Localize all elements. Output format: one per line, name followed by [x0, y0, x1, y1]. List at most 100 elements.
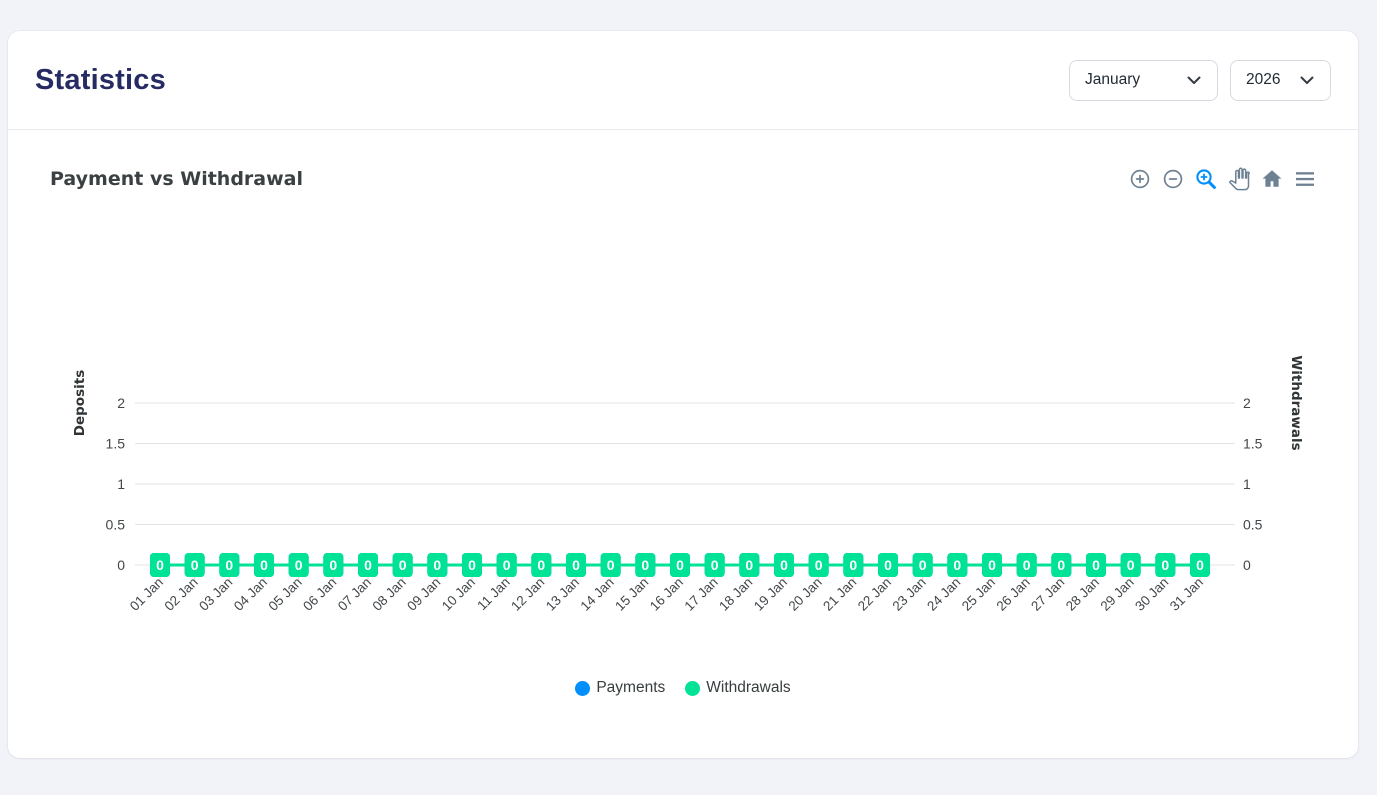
month-select[interactable]: January [1069, 59, 1218, 101]
data-label-value: 0 [745, 557, 753, 573]
xaxis-label: 21 Jan [820, 575, 859, 614]
home-icon[interactable] [1259, 166, 1285, 192]
xaxis-label: 10 Jan [439, 575, 478, 614]
xaxis-label: 08 Jan [370, 575, 409, 614]
data-label-badge [808, 553, 829, 577]
data-label-value: 0 [295, 557, 303, 573]
gridlines [135, 402, 1235, 566]
data-label-badge [878, 553, 898, 577]
data-label-value: 0 [433, 557, 441, 573]
data-label-value: 0 [1023, 557, 1031, 573]
data-label-value: 0 [1161, 557, 1169, 573]
xaxis-label: 20 Jan [786, 575, 825, 614]
data-label-badge [1120, 553, 1141, 577]
legend-label: Payments [596, 679, 666, 696]
xaxis-label: 18 Jan [716, 575, 755, 614]
series-withdrawals: 0 0 0 0 0 0 0 0 0 0 0 0 0 0 0 0 0 0 0 0 0 0 0 0 0 0 0 0 0 0 0 [150, 553, 1210, 577]
data-label-badge [670, 553, 690, 577]
legend-marker [575, 680, 591, 696]
data-label-badge [1190, 553, 1210, 577]
year-select[interactable]: 2026 [1230, 59, 1331, 101]
yaxis-left-title: Deposits [72, 370, 88, 436]
data-label-badge [635, 553, 656, 577]
data-label-value: 0 [607, 557, 615, 573]
statistics-card: Statistics January 2026 Payment vs Withd… [8, 31, 1358, 758]
xaxis-label: 12 Jan [508, 575, 547, 614]
svg-text:0: 0 [117, 557, 125, 573]
data-label-value: 0 [191, 557, 199, 573]
data-label-value: 0 [572, 557, 580, 573]
data-label-value: 0 [988, 557, 996, 573]
data-label-value: 0 [641, 557, 649, 573]
data-label-value: 0 [537, 557, 545, 573]
svg-text:2: 2 [117, 395, 125, 411]
svg-text:1: 1 [1243, 476, 1251, 492]
legend-item-payments[interactable]: Payments [575, 679, 665, 697]
chevron-down-icon [1300, 76, 1314, 84]
xaxis-label: 17 Jan [682, 575, 721, 614]
xaxis-label: 13 Jan [543, 575, 582, 614]
data-label-badge [739, 553, 760, 577]
xaxis-label: 05 Jan [266, 575, 305, 614]
data-label-badge [219, 553, 240, 577]
yaxis-right-labels: 0 0.5 1 1.5 2 [1243, 395, 1263, 573]
chart-section: Payment vs Withdrawal 0 0.5 1 1.5 2 0 0.5 1 1.5 2… [8, 130, 1358, 697]
xaxis-label: 25 Jan [959, 575, 998, 614]
data-label-value: 0 [953, 557, 961, 573]
xaxis-label: 06 Jan [300, 575, 339, 614]
data-label-badge [843, 553, 864, 577]
data-label-value: 0 [364, 557, 372, 573]
data-label-value: 0 [1057, 557, 1065, 573]
month-select-value: January [1085, 71, 1141, 88]
xaxis-label: 09 Jan [404, 575, 443, 614]
data-label-badge [150, 553, 170, 577]
yaxis-right-title: Withdrawals [1288, 355, 1304, 450]
menu-icon[interactable] [1292, 166, 1318, 192]
chevron-down-icon [1187, 76, 1201, 84]
data-label-value: 0 [156, 557, 164, 573]
data-label-badge [912, 553, 933, 577]
svg-text:0: 0 [1243, 557, 1251, 573]
data-label-value: 0 [399, 557, 407, 573]
data-label-value: 0 [503, 557, 511, 573]
data-label-badge [254, 553, 274, 577]
legend-item-withdrawals[interactable]: Withdrawals [685, 679, 791, 697]
data-label-badge [358, 553, 378, 577]
period-selectors: January 2026 [1069, 59, 1331, 101]
xaxis-label: 03 Jan [196, 575, 235, 614]
zoom-out-icon[interactable] [1160, 166, 1186, 192]
data-label-value: 0 [1127, 557, 1135, 573]
card-header: Statistics January 2026 [8, 31, 1358, 130]
data-label-badge [531, 553, 552, 577]
data-label-badge [462, 553, 482, 577]
data-label-value: 0 [225, 557, 233, 573]
selection-zoom-icon[interactable] [1193, 166, 1219, 192]
year-select-value: 2026 [1246, 71, 1281, 88]
legend-label: Withdrawals [706, 679, 791, 696]
pan-icon[interactable] [1226, 166, 1252, 192]
data-label-badge [982, 553, 1002, 577]
data-label-badge [1086, 553, 1106, 577]
data-label-value: 0 [468, 557, 476, 573]
data-label-badge [600, 553, 621, 577]
xaxis-label: 14 Jan [578, 575, 617, 614]
xaxis-label: 07 Jan [335, 575, 374, 614]
xaxis-label: 11 Jan [474, 575, 513, 614]
zoom-in-icon[interactable] [1127, 166, 1153, 192]
data-label-badge [1155, 553, 1176, 577]
xaxis-label: 01 Jan [127, 575, 166, 614]
data-label-badge [1051, 553, 1072, 577]
svg-text:0.5: 0.5 [1243, 517, 1263, 533]
xaxis-label: 04 Jan [231, 575, 270, 614]
data-label-badge [427, 553, 448, 577]
data-label-badge [392, 553, 413, 577]
data-label-badge [496, 553, 517, 577]
xaxis-label: 31 Jan [1167, 575, 1206, 614]
xaxis-label: 27 Jan [1028, 575, 1067, 614]
xaxis-label: 28 Jan [1063, 575, 1102, 614]
data-label-value: 0 [815, 557, 823, 573]
data-label-badge [947, 553, 968, 577]
data-label-badge [566, 553, 586, 577]
